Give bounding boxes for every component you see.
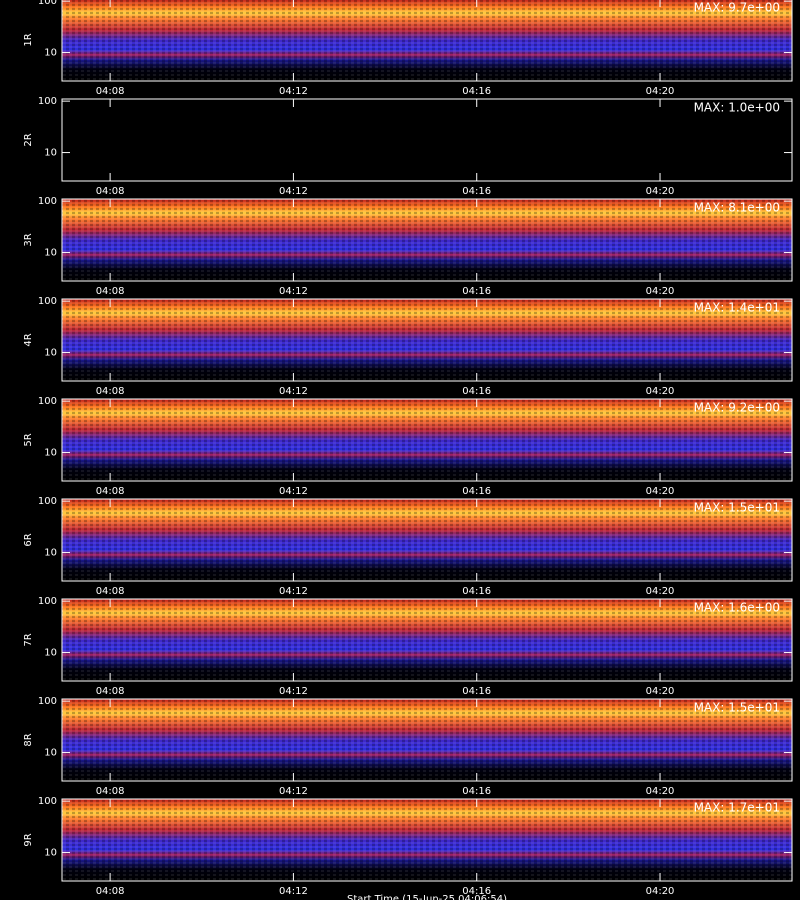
plot-frame	[61, 398, 793, 482]
max-annotation: MAX: 1.7e+01	[694, 801, 780, 815]
x-tick-label: 04:08	[96, 886, 125, 897]
panel-label: 5R	[23, 433, 34, 446]
x-tick-label: 04:16	[462, 186, 491, 197]
x-tick-label: 04:20	[646, 686, 675, 697]
x-tick-label: 04:08	[96, 186, 125, 197]
x-tick-label: 04:16	[462, 86, 491, 97]
spectrogram-texture	[62, 699, 792, 781]
x-tick-label: 04:08	[96, 286, 125, 297]
y-tick-label: 10	[44, 548, 57, 559]
plot-frame	[61, 498, 793, 582]
spectrogram-texture	[62, 0, 792, 81]
max-annotation: MAX: 8.1e+00	[694, 201, 780, 215]
spectrogram-texture	[62, 499, 792, 581]
y-tick-label: 100	[38, 796, 57, 807]
x-tick-label: 04:12	[279, 86, 308, 97]
plot-frame	[61, 0, 793, 82]
x-tick-label: 04:12	[279, 886, 308, 897]
x-tick-label: 04:20	[646, 386, 675, 397]
x-tick-label: 04:08	[96, 386, 125, 397]
plot-frame	[61, 298, 793, 382]
max-annotation: MAX: 1.4e+01	[694, 301, 780, 315]
y-tick-label: 100	[38, 496, 57, 507]
x-tick-label: 04:12	[279, 586, 308, 597]
x-tick-label: 04:20	[646, 786, 675, 797]
panel-label: 2R	[23, 133, 34, 146]
x-tick-label: 04:16	[462, 686, 491, 697]
panel-label: 3R	[23, 233, 34, 246]
y-tick-label: 10	[44, 448, 57, 459]
plot-frame	[61, 798, 793, 882]
plot-frame	[61, 198, 793, 282]
max-annotation: MAX: 1.5e+01	[694, 701, 780, 715]
y-tick-label: 100	[38, 96, 57, 107]
panel-label: 7R	[23, 633, 34, 646]
spectrogram-texture	[62, 399, 792, 481]
x-tick-label: 04:16	[462, 786, 491, 797]
x-tick-label: 04:20	[646, 186, 675, 197]
spectrogram-texture	[62, 599, 792, 681]
panel-label: 6R	[23, 533, 34, 546]
y-tick-label: 10	[44, 348, 57, 359]
x-tick-label: 04:08	[96, 686, 125, 697]
y-tick-label: 100	[38, 0, 57, 7]
x-tick-label: 04:08	[96, 786, 125, 797]
y-tick-label: 10	[44, 148, 57, 159]
x-tick-label: 04:08	[96, 486, 125, 497]
max-annotation: MAX: 1.6e+00	[694, 601, 780, 615]
panel-label: 8R	[23, 733, 34, 746]
panel-label: 1R	[23, 33, 34, 46]
y-tick-label: 100	[38, 696, 57, 707]
x-tick-label: 04:20	[646, 886, 675, 897]
spectrogram-texture	[62, 299, 792, 381]
x-tick-label: 04:08	[96, 586, 125, 597]
panel-label: 9R	[23, 833, 34, 846]
x-tick-label: 04:16	[462, 286, 491, 297]
y-tick-label: 10	[44, 648, 57, 659]
max-annotation: MAX: 1.0e+00	[694, 101, 780, 115]
x-tick-label: 04:12	[279, 486, 308, 497]
panel-label: 4R	[23, 333, 34, 346]
plot-frame	[61, 698, 793, 782]
x-tick-label: 04:16	[462, 586, 491, 597]
max-annotation: MAX: 9.7e+00	[694, 1, 780, 15]
x-tick-label: 04:20	[646, 586, 675, 597]
x-tick-label: 04:12	[279, 286, 308, 297]
spectrogram-texture	[62, 799, 792, 881]
x-tick-label: 04:12	[279, 386, 308, 397]
x-tick-label: 04:20	[646, 286, 675, 297]
x-tick-label: 04:12	[279, 786, 308, 797]
spectrogram-texture	[62, 199, 792, 281]
x-tick-label: 04:12	[279, 186, 308, 197]
x-axis-label: Start Time (15-Jun-25 04:06:54)	[347, 894, 507, 900]
y-tick-label: 100	[38, 196, 57, 207]
max-annotation: MAX: 9.2e+00	[694, 401, 780, 415]
x-tick-label: 04:08	[96, 86, 125, 97]
y-tick-label: 10	[44, 848, 57, 859]
plot-frame	[61, 98, 793, 182]
plot-frame	[61, 598, 793, 682]
x-tick-label: 04:16	[462, 486, 491, 497]
x-tick-label: 04:20	[646, 86, 675, 97]
x-tick-label: 04:12	[279, 686, 308, 697]
y-tick-label: 100	[38, 296, 57, 307]
y-tick-label: 10	[44, 748, 57, 759]
y-tick-label: 10	[44, 248, 57, 259]
x-tick-label: 04:20	[646, 486, 675, 497]
max-annotation: MAX: 1.5e+01	[694, 501, 780, 515]
y-tick-label: 100	[38, 396, 57, 407]
x-tick-label: 04:16	[462, 386, 491, 397]
x-tick-label: 04:16	[462, 886, 491, 897]
y-tick-label: 10	[44, 48, 57, 59]
y-tick-label: 100	[38, 596, 57, 607]
